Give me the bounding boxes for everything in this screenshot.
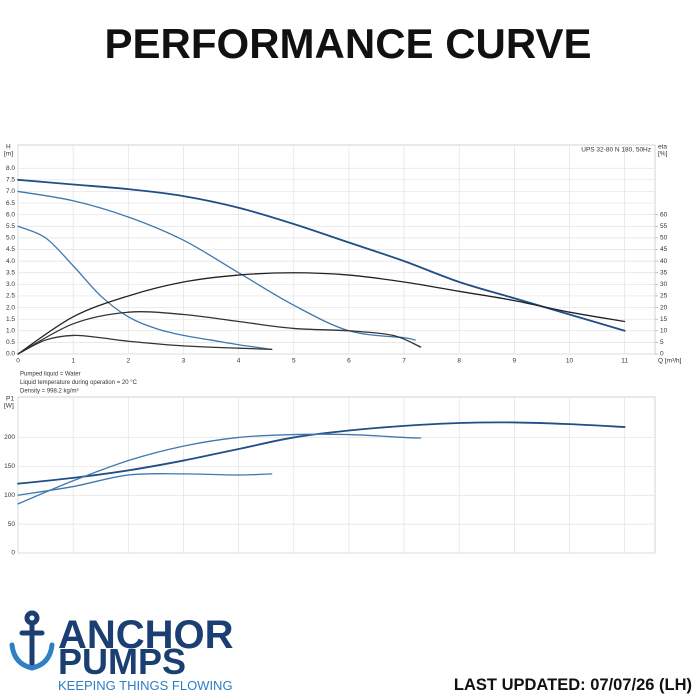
- last-updated: LAST UPDATED: 07/07/26 (LH): [454, 676, 692, 694]
- curve: [17, 272, 626, 355]
- logo-line1: ANCHOR: [58, 613, 234, 657]
- y-tick-label: 7.0: [6, 188, 15, 195]
- y-tick-label: 8.0: [6, 165, 15, 172]
- curve: [17, 311, 422, 355]
- y-tick-label: 3.5: [6, 269, 15, 276]
- y-tick-label: 6.0: [6, 211, 15, 218]
- y2-tick-label: 50: [660, 235, 668, 242]
- anchor-arms: [9, 642, 55, 671]
- x-tick-label: 9: [513, 358, 517, 365]
- y2-tick-label: 60: [660, 211, 668, 218]
- x-tick-label: 7: [402, 358, 406, 365]
- logo-line2: PUMPS: [58, 641, 186, 682]
- y2-tick-label: 20: [660, 304, 668, 311]
- x-tick-label: 6: [347, 358, 351, 365]
- curve: [17, 472, 273, 496]
- x-tick-label: 5: [292, 358, 296, 365]
- anchor-icon: [9, 610, 55, 671]
- x-tick-label: 10: [566, 358, 574, 365]
- curve: [17, 190, 416, 341]
- note: Pumped liquid = Water: [20, 372, 81, 378]
- y-tick-label: 2.5: [6, 293, 15, 300]
- y-tick-label: 200: [4, 434, 15, 441]
- plot-area: [17, 396, 656, 554]
- y-tick-label: 3.0: [6, 281, 15, 288]
- y2-tick-label: 40: [660, 258, 668, 265]
- x-tick-label: 8: [457, 358, 461, 365]
- y-tick-label: 50: [8, 521, 16, 528]
- x-tick-label: 1: [71, 358, 75, 365]
- x-tick-label: 4: [237, 358, 241, 365]
- y2-tick-label: 30: [660, 281, 668, 288]
- y-tick-label: 2.0: [6, 304, 15, 311]
- y-axis-label: H: [6, 144, 11, 151]
- y-tick-label: 1.0: [6, 327, 15, 334]
- y-tick-label: 5.0: [6, 235, 15, 242]
- x-tick-label: 3: [182, 358, 186, 365]
- y-tick-label: 0.5: [6, 339, 15, 346]
- y-axis-unit: [m]: [4, 151, 13, 158]
- chart: 0 1 2 3 4 5 6 7 8 9 10 110.00.51.01.52.02.53.03.54.…: [4, 144, 682, 395]
- x-tick-label: 11: [621, 358, 628, 365]
- y2-tick-label: 55: [660, 223, 668, 230]
- y-tick-label: 0.0: [6, 351, 15, 358]
- y-axis-label: P1: [6, 396, 14, 403]
- y2-tick-label: 35: [660, 269, 668, 276]
- curve: [17, 334, 273, 355]
- page-title: PERFORMANCE CURVE: [105, 20, 592, 67]
- y-tick-label: 4.0: [6, 258, 15, 265]
- y-axis-unit: [W]: [4, 403, 14, 410]
- model-annotation: UPS 32-80 N 180, 50Hz: [581, 147, 651, 154]
- x-axis-label: Q [m³/h]: [658, 358, 682, 365]
- y2-tick-label: 15: [660, 316, 668, 323]
- y-tick-label: 6.5: [6, 200, 15, 207]
- chart: 0 50 100 150 200 P1[W]: [4, 396, 656, 557]
- logo-tagline: KEEPING THINGS FLOWING: [58, 678, 233, 693]
- x-tick-label: 2: [126, 358, 130, 365]
- curve: [17, 421, 626, 485]
- y-tick-label: 100: [4, 492, 15, 499]
- y-tick-label: 5.5: [6, 223, 15, 230]
- y2-tick-label: 10: [660, 327, 668, 334]
- y-tick-label: 1.5: [6, 316, 15, 323]
- y-tick-label: 7.5: [6, 177, 15, 184]
- curve: [17, 225, 273, 351]
- y2-tick-label: 45: [660, 246, 668, 253]
- y2-tick-label: 5: [660, 339, 664, 346]
- note: Liquid temperature during operation = 20…: [20, 380, 138, 386]
- y2-tick-label: 0: [660, 351, 664, 358]
- curve: [17, 178, 626, 332]
- x-tick-label: 0: [16, 358, 20, 365]
- logo: ANCHOR PUMPS KEEPING THINGS FLOWING: [9, 610, 234, 693]
- note: Density = 998.2 kg/m³: [20, 389, 79, 395]
- y2-tick-label: 25: [660, 293, 668, 300]
- curve: [17, 433, 422, 505]
- y2-axis-unit: [%]: [658, 151, 668, 158]
- y-tick-label: 150: [4, 463, 15, 470]
- y2-axis-label: eta: [658, 144, 667, 151]
- y-tick-label: 4.5: [6, 246, 15, 253]
- y-tick-label: 0: [11, 550, 15, 557]
